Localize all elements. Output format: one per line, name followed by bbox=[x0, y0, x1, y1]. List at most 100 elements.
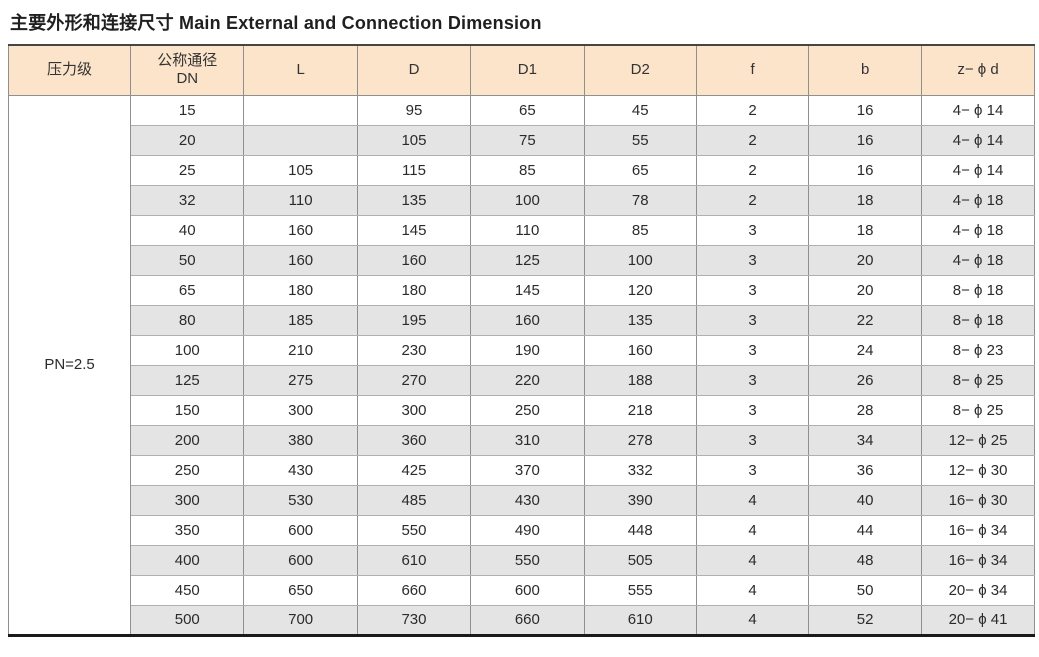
table-cell: 48 bbox=[808, 544, 923, 576]
table-cell: 3 bbox=[695, 424, 810, 456]
table-cell: 190 bbox=[470, 334, 585, 366]
table-cell: 360 bbox=[356, 424, 472, 456]
table-cell: 400 bbox=[130, 544, 245, 576]
table-cell: 2 bbox=[695, 184, 810, 216]
table-row: 250 430 425 370 332 3 36 12− ϕ 30 bbox=[9, 454, 1035, 486]
table-cell: 65 bbox=[583, 154, 697, 186]
table-cell: 200 bbox=[130, 424, 245, 456]
table-row: 500 700 730 660 610 4 52 20− ϕ 41 bbox=[9, 604, 1035, 636]
table-cell: 3 bbox=[695, 454, 810, 486]
table-cell: 600 bbox=[243, 514, 358, 546]
table-cell: 105 bbox=[243, 154, 358, 186]
table-cell: 15 bbox=[130, 94, 245, 126]
table-cell: 2 bbox=[695, 154, 810, 186]
table-cell: 210 bbox=[243, 334, 358, 366]
table-cell: 300 bbox=[130, 484, 245, 516]
table-cell: 300 bbox=[243, 394, 358, 426]
table-cell: 3 bbox=[695, 334, 810, 366]
table-cell: 220 bbox=[470, 364, 585, 396]
column-header-subline: DN bbox=[176, 70, 199, 88]
table-cell: 430 bbox=[243, 454, 358, 486]
table-cell: 105 bbox=[356, 124, 472, 156]
table-cell: 2 bbox=[695, 124, 810, 156]
table-cell: 160 bbox=[470, 304, 585, 336]
table-cell: 55 bbox=[583, 124, 697, 156]
table-cell: 16− ϕ 34 bbox=[921, 514, 1035, 546]
table-row: 400 600 610 550 505 4 48 16− ϕ 34 bbox=[9, 544, 1035, 576]
table-cell: 450 bbox=[130, 574, 245, 606]
table-cell: 195 bbox=[356, 304, 472, 336]
table-row: 20 105 75 55 2 16 4− ϕ 14 bbox=[9, 124, 1035, 156]
table-cell: 3 bbox=[695, 244, 810, 276]
table-cell: 145 bbox=[470, 274, 585, 306]
table-row: 80 185 195 160 135 3 22 8− ϕ 18 bbox=[9, 304, 1035, 336]
dimension-table: 压力级 公称通径 DN L D D1 D2 f b z− ϕ d PN=2.5 15 95 65 45 2 1… bbox=[7, 44, 1035, 637]
table-row: 150 300 300 250 218 3 28 8− ϕ 25 bbox=[9, 394, 1035, 426]
table-cell: 160 bbox=[356, 244, 472, 276]
table-cell: 78 bbox=[583, 184, 697, 216]
table-row: 125 275 270 220 188 3 26 8− ϕ 25 bbox=[9, 364, 1035, 396]
table-cell: 8− ϕ 18 bbox=[921, 274, 1035, 306]
table-body: PN=2.5 15 95 65 45 2 16 4− ϕ 14 20 105 75 55 2 16 4− ϕ… bbox=[7, 94, 1035, 636]
table-cell: 4 bbox=[695, 604, 810, 636]
table-cell: 25 bbox=[130, 154, 245, 186]
table-row: PN=2.5 15 95 65 45 2 16 4− ϕ 14 bbox=[7, 94, 1035, 636]
table-cell: 4 bbox=[695, 574, 810, 606]
table-cell: 530 bbox=[243, 484, 358, 516]
table-cell: 3 bbox=[695, 304, 810, 336]
table-cell: 180 bbox=[243, 274, 358, 306]
table-cell bbox=[243, 124, 358, 156]
table-cell: 218 bbox=[583, 394, 697, 426]
table-cell: 16 bbox=[808, 154, 923, 186]
table-cell: 3 bbox=[695, 364, 810, 396]
table-cell: 2 bbox=[695, 94, 810, 126]
column-header: 公称通径 DN bbox=[130, 44, 245, 96]
page-title: 主要外形和连接尺寸 Main External and Connection D… bbox=[10, 13, 542, 33]
table-cell: 390 bbox=[583, 484, 697, 516]
table-cell: 4− ϕ 18 bbox=[921, 184, 1035, 216]
table-row: 40 160 145 110 85 3 18 4− ϕ 18 bbox=[9, 214, 1035, 246]
table-cell: 600 bbox=[243, 544, 358, 576]
table-cell: 250 bbox=[470, 394, 585, 426]
table-cell: 660 bbox=[470, 604, 585, 636]
table-cell: 160 bbox=[243, 244, 358, 276]
table-row: 450 650 660 600 555 4 50 20− ϕ 34 bbox=[9, 574, 1035, 606]
table-cell: 20 bbox=[808, 244, 923, 276]
table-cell: 95 bbox=[356, 94, 472, 126]
table-row: 32 110 135 100 78 2 18 4− ϕ 18 bbox=[9, 184, 1035, 216]
column-header: z− ϕ d bbox=[921, 44, 1035, 96]
table-cell: 275 bbox=[243, 364, 358, 396]
table-cell: 660 bbox=[356, 574, 472, 606]
column-header: f bbox=[695, 44, 810, 96]
table-cell: 180 bbox=[356, 274, 472, 306]
table-cell: 700 bbox=[243, 604, 358, 636]
table-cell: 125 bbox=[130, 364, 245, 396]
table-cell: 310 bbox=[470, 424, 585, 456]
table-cell: 3 bbox=[695, 274, 810, 306]
table-cell: 135 bbox=[583, 304, 697, 336]
pressure-class-cell: PN=2.5 bbox=[7, 94, 132, 636]
table-cell: 730 bbox=[356, 604, 472, 636]
table-cell: 270 bbox=[356, 364, 472, 396]
table-cell: 278 bbox=[583, 424, 697, 456]
column-header: 压力级 bbox=[7, 44, 132, 96]
table-cell: 550 bbox=[356, 514, 472, 546]
table-cell: 85 bbox=[583, 214, 697, 246]
table-cell: 300 bbox=[356, 394, 472, 426]
table-cell: 65 bbox=[470, 94, 585, 126]
table-cell: 85 bbox=[470, 154, 585, 186]
column-header: D2 bbox=[583, 44, 697, 96]
table-cell: 490 bbox=[470, 514, 585, 546]
table-cell: 4 bbox=[695, 484, 810, 516]
table-cell: 100 bbox=[130, 334, 245, 366]
table-cell: 4− ϕ 14 bbox=[921, 154, 1035, 186]
table-cell: 45 bbox=[583, 94, 697, 126]
table-cell: 65 bbox=[130, 274, 245, 306]
table-cell: 610 bbox=[583, 604, 697, 636]
table-cell: 4− ϕ 18 bbox=[921, 214, 1035, 246]
table-cell: 40 bbox=[808, 484, 923, 516]
table-cell: 135 bbox=[356, 184, 472, 216]
table-cell: 16− ϕ 34 bbox=[921, 544, 1035, 576]
table-cell: 26 bbox=[808, 364, 923, 396]
table-cell: 3 bbox=[695, 394, 810, 426]
